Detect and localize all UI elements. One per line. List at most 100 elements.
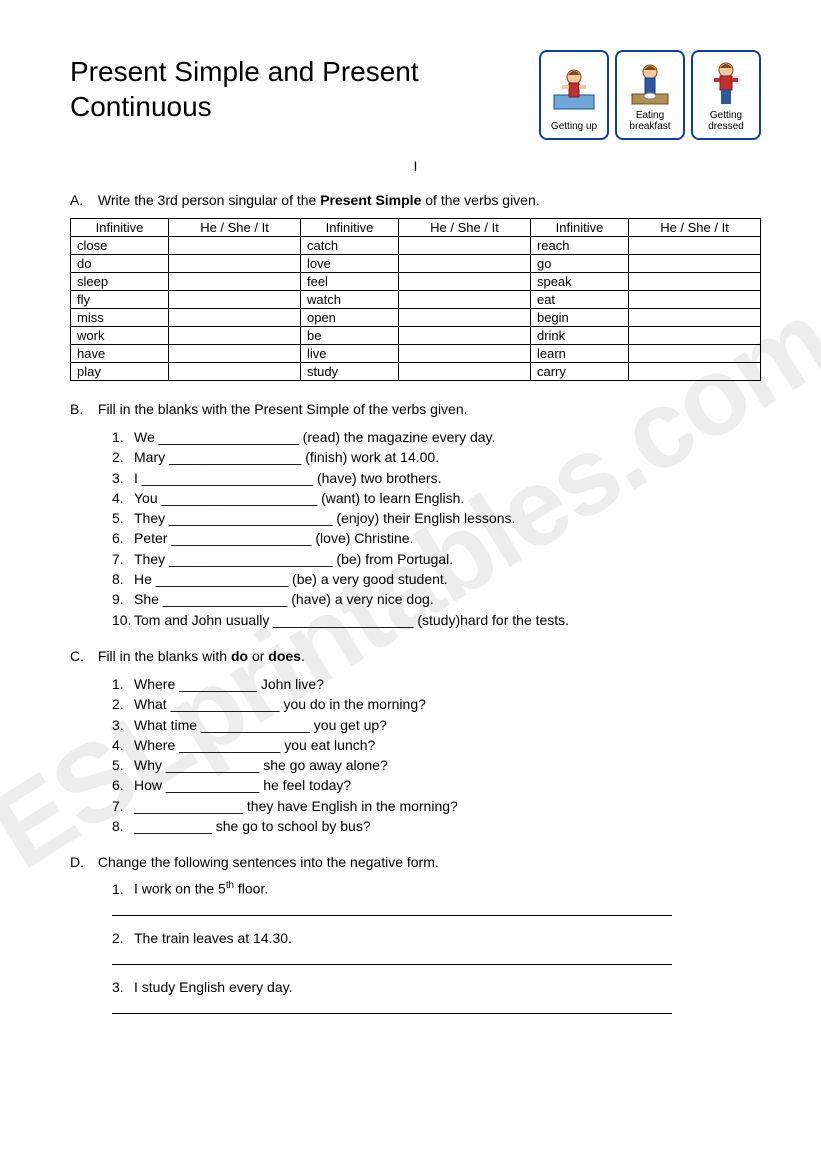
table-cell (629, 345, 761, 363)
col-header: Infinitive (300, 219, 398, 237)
table-cell (629, 309, 761, 327)
table-cell (169, 327, 301, 345)
table-row: flywatcheat (71, 291, 761, 309)
table-cell (399, 291, 531, 309)
list-item: 8.__________ she go to school by bus? (112, 816, 761, 836)
table-cell: have (71, 345, 169, 363)
list-item: 7.______________ they have English in th… (112, 796, 761, 816)
section-c-label: C. (70, 648, 94, 664)
list-item: 4.Where _____________ you eat lunch? (112, 735, 761, 755)
getting-dressed-icon (695, 56, 757, 111)
table-cell (169, 309, 301, 327)
table-cell: reach (530, 237, 628, 255)
col-header: He / She / It (399, 219, 531, 237)
table-cell (169, 363, 301, 381)
col-header: Infinitive (530, 219, 628, 237)
table-row: close catch reach (71, 237, 761, 255)
table-row: dolovego (71, 255, 761, 273)
table-cell (629, 237, 761, 255)
flashcard-getting-up: Getting up (539, 50, 609, 140)
eating-breakfast-icon (619, 56, 681, 111)
table-cell: learn (530, 345, 628, 363)
negative-item: 1.I work on the 5th floor. (112, 880, 761, 916)
negative-item: 2.The train leaves at 14.30. (112, 930, 761, 965)
table-cell (169, 345, 301, 363)
instr-a-post: of the verbs given. (421, 192, 539, 208)
negative-item: 3.I study English every day. (112, 979, 761, 1014)
section-b-instruction: B. Fill in the blanks with the Present S… (70, 401, 761, 417)
table-header-row: Infinitive He / She / It Infinitive He /… (71, 219, 761, 237)
section-c-instruction: C. Fill in the blanks with do or does. (70, 648, 761, 664)
table-cell (399, 363, 531, 381)
col-header: He / She / It (629, 219, 761, 237)
table-cell (629, 327, 761, 345)
page-title: Present Simple and Present Continuous (70, 54, 419, 124)
list-item: 1.Where __________ John live? (112, 674, 761, 694)
table-cell: catch (300, 237, 398, 255)
instr-c-pre: Fill in the blanks with (98, 648, 231, 664)
flashcard-row: Getting up Eating breakfast (539, 50, 761, 140)
table-cell (399, 237, 531, 255)
table-cell: close (71, 237, 169, 255)
list-item: 2.Mary _________________ (finish) work a… (112, 447, 761, 467)
list-item: 3.What time ______________ you get up? (112, 715, 761, 735)
instr-c-b2: does (268, 648, 301, 664)
table-cell: speak (530, 273, 628, 291)
table-cell (399, 309, 531, 327)
list-item: 6.How ____________ he feel today? (112, 775, 761, 795)
answer-line (112, 950, 672, 965)
instr-b-text: Fill in the blanks with the Present Simp… (98, 401, 468, 417)
section-a-instruction: A. Write the 3rd person singular of the … (70, 192, 761, 208)
list-item: 1.We __________________ (read) the magaz… (112, 427, 761, 447)
list-item: 5.They _____________________ (enjoy) the… (112, 508, 761, 528)
table-cell: be (300, 327, 398, 345)
instr-c-mid: or (248, 648, 268, 664)
table-row: playstudycarry (71, 363, 761, 381)
list-item: 6.Peter __________________ (love) Christ… (112, 528, 761, 548)
list-item: 8.He _________________ (be) a very good … (112, 569, 761, 589)
instr-a-pre: Write the 3rd person singular of the (98, 192, 320, 208)
verb-table: Infinitive He / She / It Infinitive He /… (70, 218, 761, 381)
table-cell (399, 255, 531, 273)
table-cell: live (300, 345, 398, 363)
section-d-instruction: D. Change the following sentences into t… (70, 854, 761, 870)
table-cell: feel (300, 273, 398, 291)
table-cell: drink (530, 327, 628, 345)
section-a-label: A. (70, 192, 94, 208)
section-b-list: 1.We __________________ (read) the magaz… (112, 427, 761, 630)
table-cell: work (71, 327, 169, 345)
section-d-list: 1.I work on the 5th floor. 2.The train le… (70, 880, 761, 1014)
title-line-2: Continuous (70, 91, 212, 122)
section-numeral: I (70, 158, 761, 174)
title-line-1: Present Simple and Present (70, 56, 419, 87)
flashcard-label: Getting up (551, 122, 597, 133)
table-cell: do (71, 255, 169, 273)
worksheet-page: Present Simple and Present Continuous Ge… (0, 0, 821, 1058)
table-cell: watch (300, 291, 398, 309)
col-header: He / She / It (169, 219, 301, 237)
table-cell (399, 345, 531, 363)
table-row: missopenbegin (71, 309, 761, 327)
list-item: 3.I ______________________ (have) two br… (112, 468, 761, 488)
list-item: 5.Why ____________ she go away alone? (112, 755, 761, 775)
table-cell: love (300, 255, 398, 273)
table-cell (169, 273, 301, 291)
table-cell: carry (530, 363, 628, 381)
flashcard-getting-dressed: Getting dressed (691, 50, 761, 140)
instr-a-bold: Present Simple (320, 192, 421, 208)
table-cell (169, 291, 301, 309)
table-cell: open (300, 309, 398, 327)
table-cell (629, 291, 761, 309)
section-c-list: 1.Where __________ John live?2.What ____… (112, 674, 761, 836)
instr-c-b1: do (231, 648, 248, 664)
list-item: 7.They _____________________ (be) from P… (112, 549, 761, 569)
list-item: 10.Tom and John usually ________________… (112, 610, 761, 630)
flashcard-label: Getting dressed (695, 111, 757, 132)
table-row: work be drink (71, 327, 761, 345)
table-cell: study (300, 363, 398, 381)
instr-d-text: Change the following sentences into the … (98, 854, 439, 870)
table-row: sleepfeelspeak (71, 273, 761, 291)
col-header: Infinitive (71, 219, 169, 237)
table-cell: miss (71, 309, 169, 327)
list-item: 2.What ______________ you do in the morn… (112, 694, 761, 714)
